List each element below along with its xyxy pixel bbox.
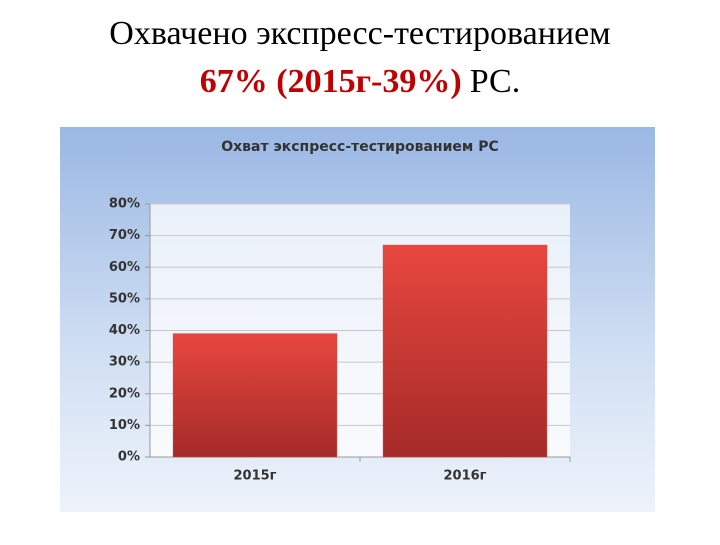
- chart-title: Охват экспресс-тестированием РС: [221, 139, 499, 155]
- slide-title: Охвачено экспресс-тестированием: [109, 15, 610, 52]
- highlight: 67% (2015г-39%): [200, 63, 462, 100]
- y-tick-label: 70%: [109, 228, 140, 243]
- suffix: РС.: [470, 63, 521, 100]
- y-tick-label: 80%: [109, 197, 140, 212]
- bar: [382, 244, 548, 458]
- y-tick-label: 50%: [109, 291, 140, 306]
- y-tick-label: 30%: [109, 355, 140, 370]
- x-tick-label: 2016г: [444, 469, 487, 484]
- y-tick-label: 0%: [118, 450, 140, 465]
- y-tick-label: 60%: [109, 260, 140, 275]
- y-tick-label: 40%: [109, 323, 140, 338]
- bar: [172, 333, 338, 458]
- y-tick-label: 20%: [109, 386, 140, 401]
- y-tick-label: 10%: [109, 418, 140, 433]
- slide-subtitle: 67% (2015г-39%) РС.: [200, 63, 520, 100]
- x-tick-label: 2015г: [234, 469, 277, 484]
